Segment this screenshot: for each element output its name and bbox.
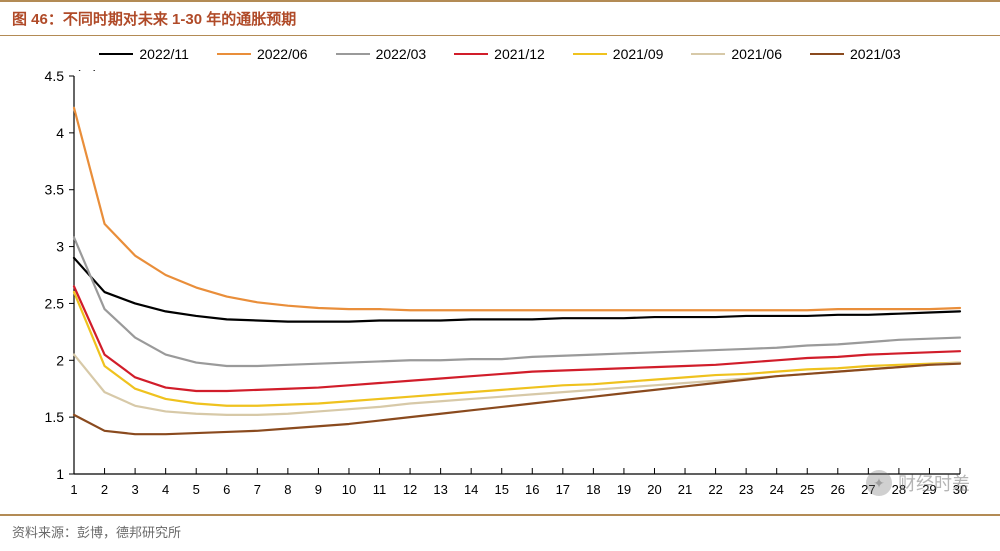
x-tick-label: 3	[131, 482, 138, 497]
x-tick-label: 2	[101, 482, 108, 497]
legend-label: 2021/06	[731, 46, 782, 62]
y-tick-label: 1.5	[45, 409, 65, 425]
x-tick-label: 22	[708, 482, 722, 497]
figure-label-prefix: 图 46：	[12, 11, 63, 28]
y-tick-label: 3.5	[45, 182, 65, 198]
chart-legend: 2022/11 2022/06 2022/03 2021/12 2021/09 2021/…	[20, 46, 980, 62]
source-text: 彭博，德邦研究所	[77, 525, 181, 540]
y-tick-label: 4	[56, 125, 64, 141]
y-tick-label: 3	[56, 239, 64, 255]
figure-title-text: 不同时期对未来 1-30 年的通胀预期	[63, 11, 296, 28]
legend-item: 2022/11	[99, 46, 189, 62]
figure-container: 图 46：不同时期对未来 1-30 年的通胀预期 2022/112022/062…	[0, 0, 1000, 551]
y-tick-label: 2	[56, 352, 64, 368]
y-tick-label: 1	[56, 466, 64, 482]
x-tick-label: 24	[769, 482, 783, 497]
x-tick-label: 8	[284, 482, 291, 497]
x-tick-label: 5	[193, 482, 200, 497]
x-tick-label: 23	[739, 482, 753, 497]
legend-swatch	[573, 53, 607, 55]
legend-label: 2022/11	[139, 46, 189, 62]
legend-item: 2021/03	[810, 46, 901, 62]
legend-item: 2021/06	[691, 46, 782, 62]
legend-swatch	[99, 53, 133, 55]
legend-swatch	[336, 53, 370, 55]
legend-item: 2021/09	[573, 46, 664, 62]
series-line	[74, 237, 960, 365]
source-prefix: 资料来源：	[12, 525, 77, 540]
source-bar: 资料来源：彭博，德邦研究所	[0, 514, 1000, 551]
chart-area: 2022/11 2022/06 2022/03 2021/12 2021/09 2021/…	[0, 36, 1000, 514]
x-tick-label: 18	[586, 482, 600, 497]
x-tick-label: 30	[953, 482, 967, 497]
legend-item: 2022/03	[336, 46, 427, 62]
x-tick-label: 1	[70, 482, 77, 497]
x-tick-label: 27	[861, 482, 875, 497]
legend-item: 2022/06	[217, 46, 308, 62]
legend-swatch	[810, 53, 844, 55]
x-tick-label: 14	[464, 482, 478, 497]
series-line	[74, 108, 960, 310]
x-tick-label: 9	[315, 482, 322, 497]
x-tick-label: 28	[892, 482, 906, 497]
x-tick-label: 16	[525, 482, 539, 497]
x-tick-label: 29	[922, 482, 936, 497]
legend-label: 2021/09	[613, 46, 664, 62]
x-tick-label: 15	[494, 482, 508, 497]
line-chart: 11.522.533.544.5(%)123456789101112131415…	[20, 70, 980, 510]
legend-item: 2021/12	[454, 46, 545, 62]
series-line	[74, 286, 960, 391]
x-tick-label: 21	[678, 482, 692, 497]
figure-title-bar: 图 46：不同时期对未来 1-30 年的通胀预期	[0, 0, 1000, 36]
x-tick-label: 11	[373, 482, 387, 497]
x-tick-label: 6	[223, 482, 230, 497]
x-tick-label: 25	[800, 482, 814, 497]
x-tick-label: 19	[617, 482, 631, 497]
legend-swatch	[691, 53, 725, 55]
legend-label: 2021/03	[850, 46, 901, 62]
x-tick-label: 20	[647, 482, 661, 497]
series-line	[74, 364, 960, 435]
x-tick-label: 13	[433, 482, 447, 497]
x-tick-label: 17	[556, 482, 570, 497]
x-tick-label: 4	[162, 482, 169, 497]
y-axis-label: (%)	[76, 70, 98, 71]
legend-label: 2021/12	[494, 46, 545, 62]
x-tick-label: 10	[342, 482, 356, 497]
legend-swatch	[217, 53, 251, 55]
x-tick-label: 12	[403, 482, 417, 497]
y-tick-label: 2.5	[45, 295, 65, 311]
figure-title: 图 46：不同时期对未来 1-30 年的通胀预期	[12, 11, 296, 28]
legend-label: 2022/06	[257, 46, 308, 62]
y-tick-label: 4.5	[45, 70, 65, 84]
legend-label: 2022/03	[376, 46, 427, 62]
legend-swatch	[454, 53, 488, 55]
x-tick-label: 26	[831, 482, 845, 497]
x-tick-label: 7	[254, 482, 261, 497]
